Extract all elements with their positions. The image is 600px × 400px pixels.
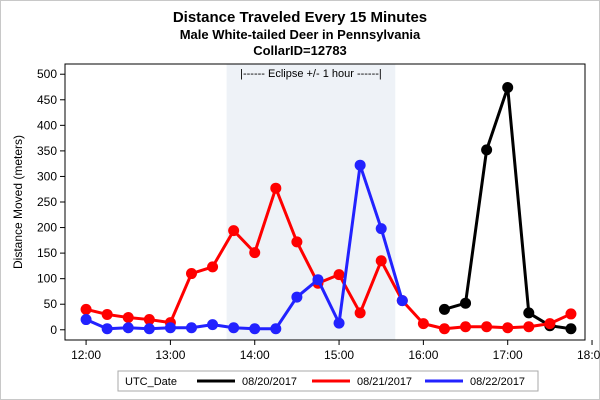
- data-point: [207, 319, 219, 331]
- data-point: [333, 317, 345, 329]
- y-tick-label: 300: [37, 169, 57, 183]
- y-tick-label: 500: [37, 67, 57, 81]
- data-point: [354, 307, 366, 319]
- legend-label: 08/22/2017: [470, 376, 525, 388]
- data-point: [228, 322, 240, 334]
- y-tick-label: 100: [37, 272, 57, 286]
- data-point: [80, 303, 92, 315]
- x-tick-label: 16:00: [408, 348, 438, 362]
- chart-title: Distance Traveled Every 15 Minutes: [172, 9, 428, 26]
- x-tick-label: 18:00: [577, 348, 600, 362]
- data-point: [101, 323, 113, 335]
- data-point: [122, 322, 134, 334]
- y-tick-label: 400: [37, 118, 57, 132]
- data-point: [270, 182, 282, 194]
- data-point: [270, 323, 282, 335]
- chart-subtitle-collar: CollarID=12783: [253, 43, 347, 58]
- x-tick-label: 13:00: [155, 348, 185, 362]
- y-tick-label: 450: [37, 93, 57, 107]
- series-line-1: [444, 86, 572, 331]
- data-point: [228, 225, 240, 237]
- x-tick-label: 12:00: [71, 348, 101, 362]
- data-point: [291, 291, 303, 303]
- data-point: [185, 322, 197, 334]
- data-point: [438, 303, 450, 315]
- data-point: [291, 236, 303, 248]
- data-point: [502, 322, 514, 334]
- data-point: [101, 308, 113, 320]
- data-point: [481, 321, 493, 333]
- data-point: [143, 323, 155, 335]
- y-axis-label: Distance Moved (meters): [11, 135, 25, 269]
- data-point: [375, 255, 387, 267]
- data-point: [312, 274, 324, 286]
- y-tick-label: 200: [37, 221, 57, 235]
- data-point: [333, 269, 345, 281]
- legend-title: UTC_Date: [125, 376, 177, 388]
- data-point: [438, 323, 450, 335]
- series-line-3: [85, 163, 404, 331]
- data-point: [523, 321, 535, 333]
- y-tick-label: 350: [37, 144, 57, 158]
- data-point: [80, 314, 92, 326]
- y-tick-label: 250: [37, 195, 57, 209]
- data-point: [460, 321, 472, 333]
- y-tick-label: 50: [44, 297, 58, 311]
- data-point: [502, 82, 514, 94]
- eclipse-annotation: |------ Eclipse +/- 1 hour ------|: [240, 68, 382, 80]
- data-point: [164, 322, 176, 334]
- y-tick-label: 150: [37, 246, 57, 260]
- data-point: [396, 295, 408, 307]
- x-tick-label: 14:00: [240, 348, 270, 362]
- data-point: [523, 307, 535, 319]
- legend-label: 08/20/2017: [242, 376, 297, 388]
- data-point: [207, 261, 219, 273]
- data-point: [565, 308, 577, 320]
- data-point: [417, 318, 429, 330]
- data-point: [122, 312, 134, 324]
- data-point: [375, 223, 387, 235]
- data-point: [544, 318, 556, 330]
- data-point: [565, 323, 577, 335]
- legend-label: 08/21/2017: [357, 376, 412, 388]
- data-point: [143, 314, 155, 326]
- data-point: [249, 323, 261, 335]
- legend: UTC_Date 08/20/2017 08/21/2017 08/22/2017: [117, 370, 539, 392]
- x-tick-label: 17:00: [493, 348, 523, 362]
- data-point: [481, 144, 493, 156]
- x-tick-label: 15:00: [324, 348, 354, 362]
- data-point: [249, 247, 261, 259]
- data-point: [460, 297, 472, 309]
- chart-subtitle: Male White-tailed Deer in Pennsylvania: [179, 27, 421, 42]
- data-point: [354, 159, 366, 171]
- data-point: [185, 268, 197, 280]
- y-tick-label: 0: [50, 323, 57, 337]
- eclipse-band: [226, 64, 396, 340]
